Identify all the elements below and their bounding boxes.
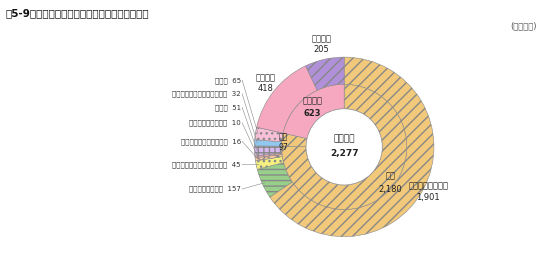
Wedge shape [255,157,283,169]
Text: 公務災害: 公務災害 [333,135,355,144]
Text: 2,277: 2,277 [330,149,358,158]
Text: 出退勤途上（公務上のもの）  45: 出退勤途上（公務上のもの） 45 [172,161,241,168]
Wedge shape [255,127,283,142]
Text: 623: 623 [304,109,321,118]
Text: (単位：件): (単位：件) [510,22,537,31]
Text: 出勤途上: 出勤途上 [255,74,275,83]
Text: 97: 97 [279,143,288,152]
Text: 2,180: 2,180 [378,185,402,194]
Wedge shape [283,84,344,138]
Text: 出張又は赴任途上  157: 出張又は赴任途上 157 [189,186,241,192]
Text: 418: 418 [257,85,274,94]
Wedge shape [254,146,282,156]
Text: 疾病: 疾病 [279,132,288,141]
Text: 205: 205 [313,45,329,54]
Text: 負傷: 負傷 [385,171,396,180]
Wedge shape [306,57,344,90]
Text: その他  51: その他 51 [215,104,241,111]
Wedge shape [255,153,282,158]
Wedge shape [270,57,434,237]
Circle shape [306,109,382,185]
Text: 通勤災害: 通勤災害 [303,96,322,105]
Text: 退勤途上: 退勤途上 [311,34,331,43]
Text: 公務上の負傷に起因する疾病  32: 公務上の負傷に起因する疾病 32 [172,91,241,97]
Text: 図5-9　公務災害及び通勤災害の事由別認定状況: 図5-9 公務災害及び通勤災害の事由別認定状況 [5,8,149,18]
Text: 職務遂行に伴う怨恨  10: 職務遂行に伴う怨恨 10 [189,120,241,126]
Wedge shape [255,154,282,161]
Text: その他  65: その他 65 [215,77,241,84]
Wedge shape [256,66,317,133]
Wedge shape [257,163,292,197]
Text: 1,901: 1,901 [416,193,440,202]
Text: レクリエーション参加中  16: レクリエーション参加中 16 [180,138,241,145]
Wedge shape [254,140,282,146]
Wedge shape [282,84,406,209]
Wedge shape [282,133,307,146]
Text: 自己の職務遂行中: 自己の職務遂行中 [408,182,448,191]
